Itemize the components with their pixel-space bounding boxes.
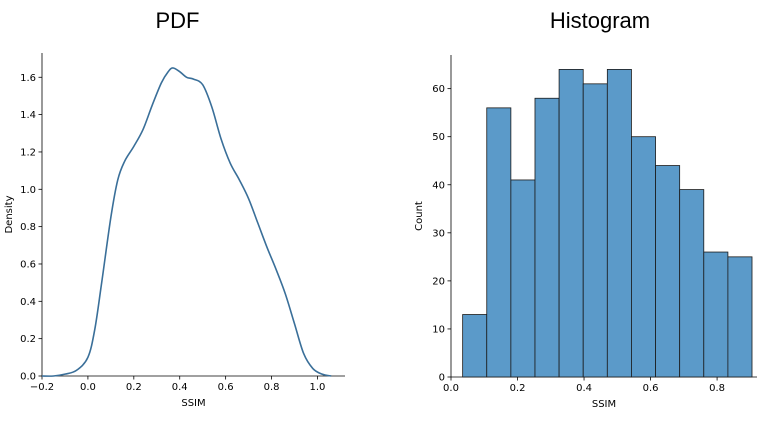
pdf-x-tick-label: 0.4 — [172, 382, 188, 393]
pdf-x-tick-label: 0.0 — [80, 382, 96, 393]
histogram-bar — [510, 179, 536, 378]
histogram-bar — [631, 136, 656, 378]
histogram-y-tick-label: 60 — [432, 84, 445, 95]
pdf-x-tick-label: 0.2 — [126, 382, 142, 393]
histogram-bar — [703, 251, 729, 378]
pdf-y-axis-label: Density — [4, 195, 15, 233]
pdf-y-tick-label: 0.0 — [20, 372, 36, 383]
pdf-y-tick-label: 0.8 — [20, 222, 36, 233]
pdf-x-axis-label: SSIM — [181, 398, 205, 409]
histogram-bar — [606, 69, 632, 378]
pdf-y-tick-label: 0.2 — [20, 334, 36, 345]
pdf-y-tick-label: 0.6 — [20, 259, 36, 270]
histogram-x-tick-label: 0.8 — [709, 383, 725, 394]
histogram-x-axis-label: SSIM — [592, 399, 616, 410]
histogram-bar — [462, 314, 488, 378]
histogram-bar — [558, 69, 584, 378]
histogram-y-tick-label: 40 — [432, 180, 445, 191]
histogram-bar — [534, 97, 560, 378]
histogram-y-tick-label: 0 — [439, 373, 445, 384]
pdf-y-tick-label: 1.2 — [20, 147, 36, 158]
histogram-y-tick-label: 50 — [432, 132, 445, 143]
pdf-density-line — [41, 67, 332, 377]
histogram-y-tick-label: 20 — [432, 276, 445, 287]
pdf-y-tick-label: 1.0 — [20, 185, 36, 196]
pdf-chart-title: PDF — [155, 8, 200, 33]
pdf-x-tick-label: 0.6 — [218, 382, 234, 393]
histogram-bar — [727, 256, 753, 378]
pdf-y-tick-label: 0.4 — [20, 297, 36, 308]
histogram-y-axis-label: Count — [414, 201, 425, 231]
pdf-x-tick-label: −0.2 — [30, 382, 54, 393]
histogram-bar — [582, 83, 608, 378]
pdf-chart: −0.2 0.0 0.2 0.4 0.6 0.8 1.00.00.20.40.60.81.0… — [4, 53, 345, 409]
histogram-chart-title: Histogram — [549, 8, 651, 33]
pdf-x-tick-label: 0.8 — [264, 382, 280, 393]
histogram-y-tick-label: 30 — [432, 228, 445, 239]
histogram-x-tick-label: 0.2 — [510, 383, 526, 394]
histogram-x-tick-label: 0.4 — [576, 383, 592, 394]
histogram-x-tick-label: 0.6 — [643, 383, 659, 394]
histogram-y-tick-label: 10 — [432, 324, 445, 335]
histogram-x-tick-label: 0.0 — [443, 383, 459, 394]
histogram-bar — [655, 165, 681, 378]
pdf-x-tick-label: 1.0 — [310, 382, 326, 393]
histogram-bar — [679, 189, 705, 378]
histogram-bar — [486, 107, 512, 378]
pdf-y-tick-label: 1.4 — [20, 110, 36, 121]
pdf-y-tick-label: 1.6 — [20, 73, 36, 84]
histogram-chart: 0.0 0.2 0.4 0.6 0.8 0 10 20 30 40 50 60 SSIM Count — [414, 55, 757, 410]
